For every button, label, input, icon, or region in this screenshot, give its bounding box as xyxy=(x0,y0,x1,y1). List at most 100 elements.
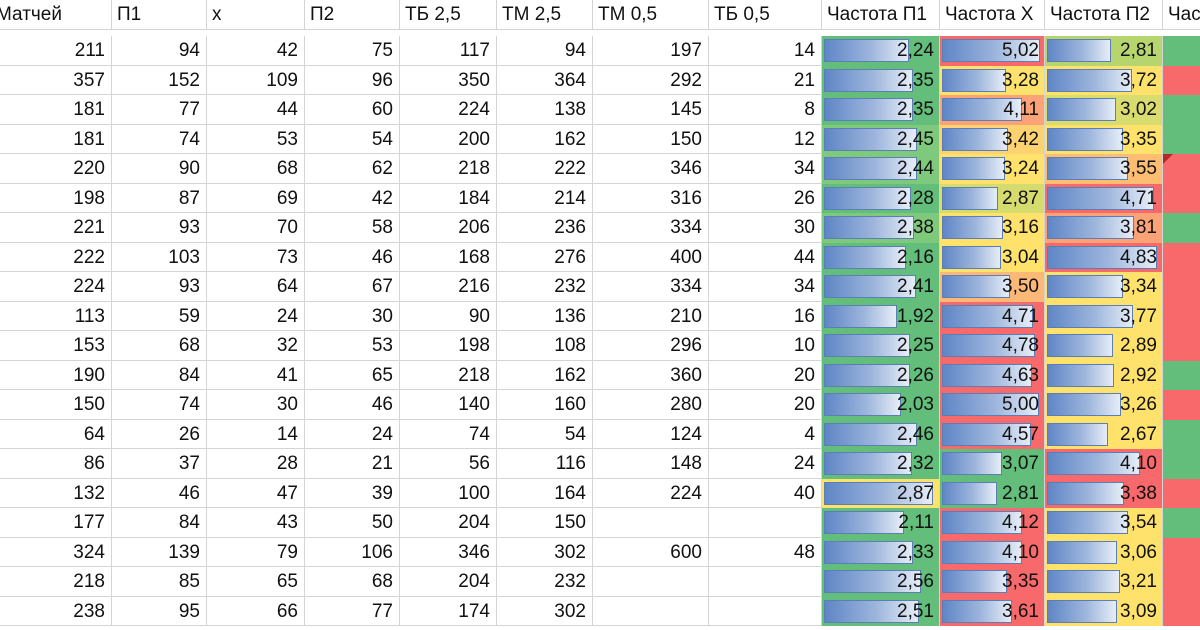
cell-matches[interactable]: 113 xyxy=(0,301,112,331)
cell-x[interactable]: 64 xyxy=(207,272,305,302)
cell-freq-p1[interactable]: 2,16 xyxy=(822,242,940,272)
cell-p1[interactable]: 68 xyxy=(112,331,207,361)
cell-tm25[interactable]: 164 xyxy=(497,478,593,508)
cell-freq-x[interactable]: 3,61 xyxy=(940,596,1045,626)
cell-freq-p1[interactable]: 2,51 xyxy=(822,596,940,626)
cell-tm25[interactable]: 108 xyxy=(497,331,593,361)
cell-freq-extra[interactable] xyxy=(1163,419,1200,449)
cell-p1[interactable]: 84 xyxy=(112,508,207,538)
cell-freq-extra[interactable] xyxy=(1163,331,1200,361)
cell-tm25[interactable]: 160 xyxy=(497,390,593,420)
cell-tm05[interactable]: 334 xyxy=(593,213,709,243)
cell-freq-extra[interactable] xyxy=(1163,301,1200,331)
cell-p2[interactable]: 46 xyxy=(305,390,400,420)
column-header-p2[interactable]: П2 xyxy=(305,0,400,30)
cell-x[interactable]: 68 xyxy=(207,154,305,184)
cell-p1[interactable]: 74 xyxy=(112,124,207,154)
cell-tb05[interactable]: 20 xyxy=(709,390,822,420)
cell-matches[interactable]: 64 xyxy=(0,419,112,449)
cell-tm05[interactable]: 296 xyxy=(593,331,709,361)
cell-freq-extra[interactable] xyxy=(1163,567,1200,597)
cell-freq-p1[interactable]: 2,28 xyxy=(822,183,940,213)
cell-tm25[interactable]: 276 xyxy=(497,242,593,272)
cell-tm05[interactable]: 145 xyxy=(593,95,709,125)
cell-p2[interactable]: 77 xyxy=(305,596,400,626)
cell-tb25[interactable]: 90 xyxy=(400,301,497,331)
cell-tm05[interactable]: 346 xyxy=(593,154,709,184)
cell-freq-x[interactable]: 3,24 xyxy=(940,154,1045,184)
cell-tm05[interactable]: 197 xyxy=(593,36,709,66)
cell-freq-extra[interactable] xyxy=(1163,360,1200,390)
cell-freq-p2[interactable]: 2,92 xyxy=(1045,360,1163,390)
cell-tb05[interactable]: 34 xyxy=(709,154,822,184)
column-header-matches[interactable]: Матчей xyxy=(0,0,112,30)
cell-p1[interactable]: 87 xyxy=(112,183,207,213)
cell-p2[interactable]: 62 xyxy=(305,154,400,184)
cell-tm25[interactable]: 214 xyxy=(497,183,593,213)
cell-freq-p2[interactable]: 2,81 xyxy=(1045,36,1163,66)
cell-matches[interactable]: 222 xyxy=(0,242,112,272)
cell-p2[interactable]: 65 xyxy=(305,360,400,390)
cell-tm25[interactable]: 222 xyxy=(497,154,593,184)
cell-freq-extra[interactable] xyxy=(1163,478,1200,508)
cell-tb05[interactable]: 14 xyxy=(709,36,822,66)
cell-tb05[interactable] xyxy=(709,567,822,597)
cell-freq-x[interactable]: 3,04 xyxy=(940,242,1045,272)
column-header-freq-x[interactable]: Частота Х xyxy=(940,0,1045,30)
cell-tb05[interactable]: 16 xyxy=(709,301,822,331)
cell-freq-extra[interactable] xyxy=(1163,508,1200,538)
cell-tm25[interactable]: 302 xyxy=(497,537,593,567)
cell-tb25[interactable]: 56 xyxy=(400,449,497,479)
cell-tb05[interactable]: 26 xyxy=(709,183,822,213)
cell-p2[interactable]: 42 xyxy=(305,183,400,213)
cell-freq-extra[interactable] xyxy=(1163,154,1200,184)
cell-tm05[interactable]: 280 xyxy=(593,390,709,420)
cell-x[interactable]: 28 xyxy=(207,449,305,479)
cell-freq-p2[interactable]: 3,21 xyxy=(1045,567,1163,597)
cell-matches[interactable]: 181 xyxy=(0,95,112,125)
cell-tm25[interactable]: 94 xyxy=(497,36,593,66)
cell-p1[interactable]: 77 xyxy=(112,95,207,125)
cell-p2[interactable]: 46 xyxy=(305,242,400,272)
cell-freq-p2[interactable]: 3,81 xyxy=(1045,213,1163,243)
cell-p2[interactable]: 30 xyxy=(305,301,400,331)
cell-freq-p2[interactable]: 3,35 xyxy=(1045,124,1163,154)
cell-tb05[interactable]: 8 xyxy=(709,95,822,125)
cell-tb25[interactable]: 346 xyxy=(400,537,497,567)
cell-matches[interactable]: 132 xyxy=(0,478,112,508)
cell-tb05[interactable]: 48 xyxy=(709,537,822,567)
cell-matches[interactable]: 218 xyxy=(0,567,112,597)
cell-matches[interactable]: 150 xyxy=(0,390,112,420)
column-header-tb05[interactable]: ТБ 0,5 xyxy=(709,0,822,30)
cell-tb25[interactable]: 224 xyxy=(400,95,497,125)
cell-x[interactable]: 24 xyxy=(207,301,305,331)
cell-p2[interactable]: 68 xyxy=(305,567,400,597)
cell-freq-extra[interactable] xyxy=(1163,390,1200,420)
cell-freq-x[interactable]: 4,57 xyxy=(940,419,1045,449)
cell-freq-p1[interactable]: 2,56 xyxy=(822,567,940,597)
cell-tm25[interactable]: 54 xyxy=(497,419,593,449)
cell-p2[interactable]: 75 xyxy=(305,36,400,66)
cell-tb25[interactable]: 218 xyxy=(400,360,497,390)
cell-freq-p2[interactable]: 3,06 xyxy=(1045,537,1163,567)
cell-p1[interactable]: 95 xyxy=(112,596,207,626)
cell-matches[interactable]: 324 xyxy=(0,537,112,567)
cell-tm05[interactable] xyxy=(593,596,709,626)
cell-tm05[interactable] xyxy=(593,567,709,597)
cell-p1[interactable]: 26 xyxy=(112,419,207,449)
cell-p2[interactable]: 106 xyxy=(305,537,400,567)
cell-p2[interactable]: 39 xyxy=(305,478,400,508)
cell-freq-p2[interactable]: 4,71 xyxy=(1045,183,1163,213)
column-header-tm25[interactable]: ТМ 2,5 xyxy=(497,0,593,30)
cell-tb25[interactable]: 200 xyxy=(400,124,497,154)
cell-freq-p2[interactable]: 4,83 xyxy=(1045,242,1163,272)
cell-tb05[interactable]: 44 xyxy=(709,242,822,272)
cell-x[interactable]: 30 xyxy=(207,390,305,420)
cell-p2[interactable]: 60 xyxy=(305,95,400,125)
cell-tm05[interactable]: 150 xyxy=(593,124,709,154)
cell-tm05[interactable]: 292 xyxy=(593,65,709,95)
cell-freq-p2[interactable]: 3,54 xyxy=(1045,508,1163,538)
cell-freq-p1[interactable]: 2,11 xyxy=(822,508,940,538)
cell-x[interactable]: 53 xyxy=(207,124,305,154)
cell-p1[interactable]: 103 xyxy=(112,242,207,272)
